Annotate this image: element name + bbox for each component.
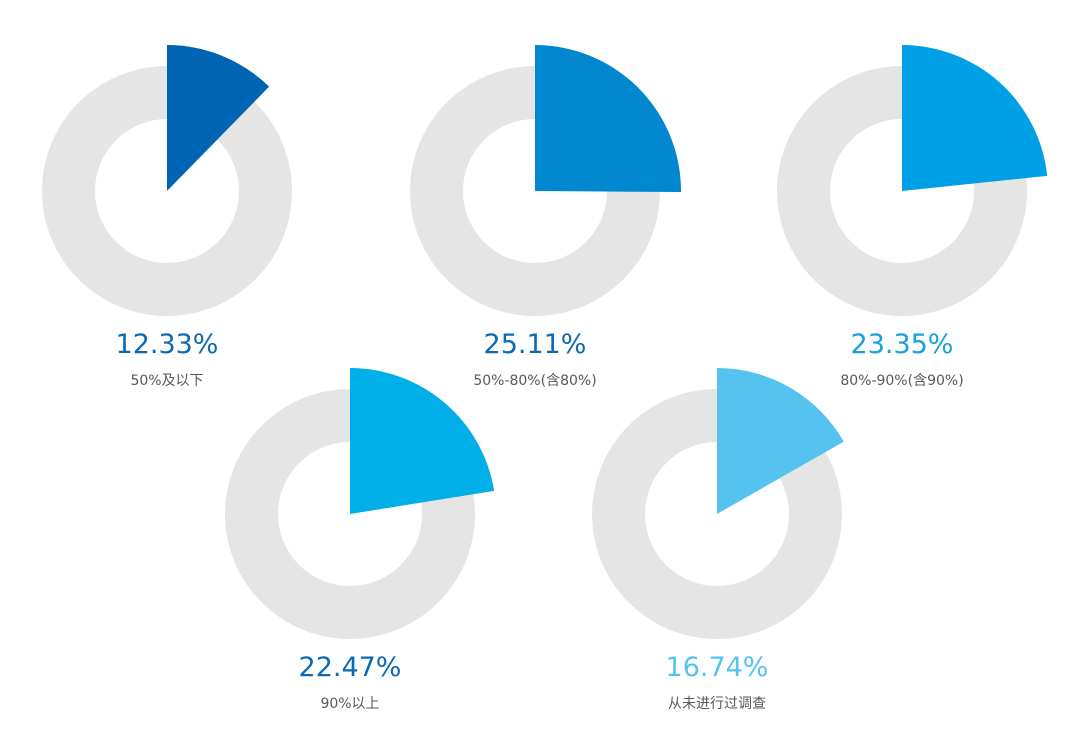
chart-4: 22.47% 90%以上 <box>225 368 495 712</box>
pie-slice <box>717 368 844 514</box>
chart-1: 12.33% 50%及以下 <box>42 45 292 389</box>
category-label: 从未进行过调查 <box>668 696 766 712</box>
value-label: 22.47% <box>299 652 402 683</box>
pie-slice <box>535 45 682 193</box>
category-label: 90%以上 <box>320 696 379 712</box>
category-label: 50%-80%(含80%) <box>473 373 596 389</box>
category-label: 50%及以下 <box>130 373 203 389</box>
pie-slice <box>350 368 495 514</box>
value-label: 12.33% <box>116 329 219 360</box>
pie-slice <box>167 45 270 191</box>
value-label: 25.11% <box>484 329 587 360</box>
chart-2: 25.11% 50%-80%(含80%) <box>410 45 682 389</box>
category-label: 80%-90%(含90%) <box>840 373 963 389</box>
pie-slice <box>902 45 1048 191</box>
chart-5: 16.74% 从未进行过调查 <box>592 368 844 712</box>
value-label: 16.74% <box>666 652 769 683</box>
ring-background <box>42 66 292 316</box>
value-label: 23.35% <box>851 329 954 360</box>
chart-3: 23.35% 80%-90%(含90%) <box>777 45 1048 389</box>
